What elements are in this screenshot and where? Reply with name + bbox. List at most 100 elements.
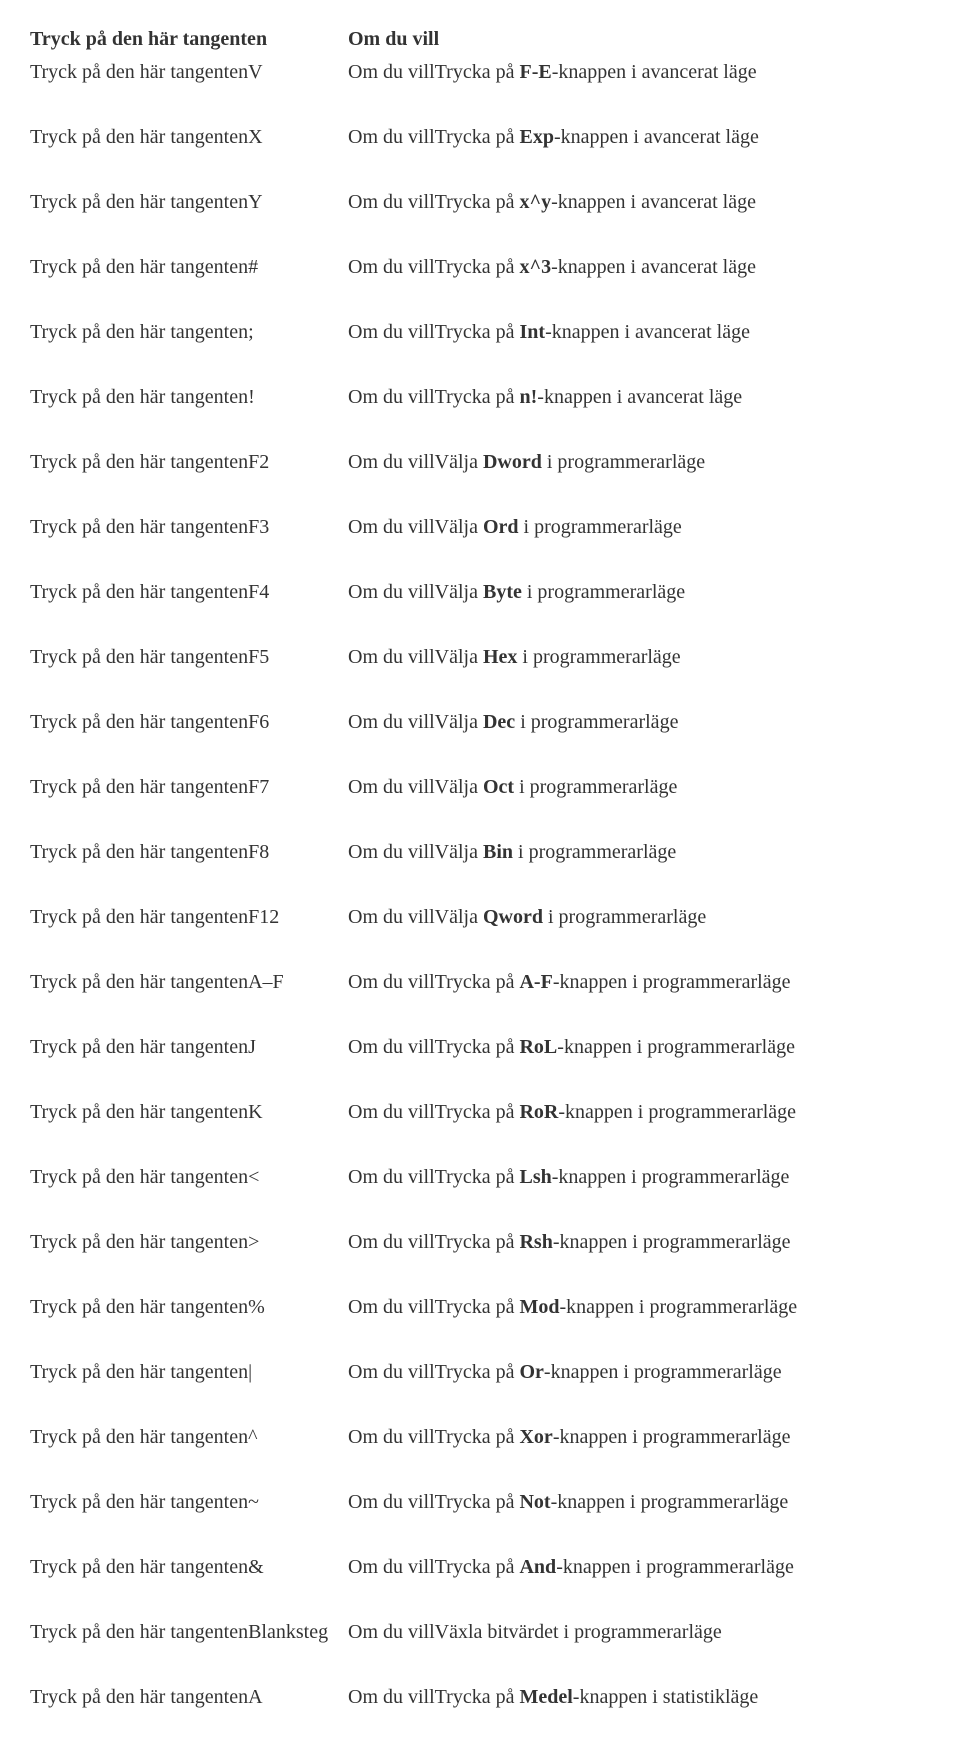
desc-pre: Trycka på xyxy=(435,1361,520,1383)
desc-prefix: Om du vill xyxy=(348,1231,435,1253)
key-suffix: F5 xyxy=(248,646,269,668)
desc-pre: Trycka på xyxy=(435,1036,520,1058)
table-row: Tryck på den här tangenten<Om du villTry… xyxy=(30,1164,960,1229)
table-row: Tryck på den här tangentenA–FOm du villT… xyxy=(30,969,960,1034)
key-prefix: Tryck på den här tangenten xyxy=(30,386,248,408)
desc-bold: n! xyxy=(519,386,537,408)
table-row: Tryck på den här tangenten>Om du villTry… xyxy=(30,1229,960,1294)
desc-prefix: Om du vill xyxy=(348,1036,435,1058)
desc-pre: Välja xyxy=(435,646,483,668)
desc-post: -knappen i avancerat läge xyxy=(537,386,742,408)
table-row: Tryck på den här tangentenF4Om du villVä… xyxy=(30,579,960,644)
desc-post: i programmerarläge xyxy=(514,776,677,798)
desc-post: -knappen i programmerarläge xyxy=(557,1036,795,1058)
key-cell: Tryck på den här tangentenF6 xyxy=(30,709,348,774)
desc-bold: Lsh xyxy=(519,1166,551,1188)
desc-pre: Trycka på xyxy=(435,126,520,148)
key-suffix: Y xyxy=(248,191,262,213)
key-cell: Tryck på den här tangentenF8 xyxy=(30,839,348,904)
key-cell: Tryck på den här tangentenF2 xyxy=(30,449,348,514)
desc-pre: Trycka på xyxy=(435,1491,520,1513)
desc-pre: Trycka på xyxy=(435,1556,520,1578)
desc-prefix: Om du vill xyxy=(348,906,435,928)
key-cell: Tryck på den här tangentenY xyxy=(30,189,348,254)
key-suffix: X xyxy=(248,126,262,148)
desc-bold: RoL xyxy=(519,1036,557,1058)
key-suffix: > xyxy=(248,1231,259,1253)
desc-pre: Välja xyxy=(435,451,483,473)
key-cell: Tryck på den här tangentenF12 xyxy=(30,904,348,969)
desc-prefix: Om du vill xyxy=(348,191,435,213)
key-cell: Tryck på den här tangentenF3 xyxy=(30,514,348,579)
key-suffix: A–F xyxy=(248,971,284,993)
key-cell: Tryck på den här tangentenK xyxy=(30,1099,348,1164)
key-cell: Tryck på den här tangenten| xyxy=(30,1359,348,1424)
desc-prefix: Om du vill xyxy=(348,646,435,668)
header-right: Om du vill xyxy=(348,26,960,59)
desc-cell: Om du villVälja Byte i programmerarläge xyxy=(348,579,960,644)
desc-post: -knappen i statistikläge xyxy=(573,1686,759,1708)
key-suffix: F3 xyxy=(248,516,269,538)
key-prefix: Tryck på den här tangenten xyxy=(30,1491,248,1513)
key-prefix: Tryck på den här tangenten xyxy=(30,1621,248,1643)
desc-post: -knappen i programmerarläge xyxy=(553,1426,791,1448)
desc-prefix: Om du vill xyxy=(348,256,435,278)
desc-bold: Hex xyxy=(483,646,517,668)
desc-pre: Trycka på xyxy=(435,321,520,343)
desc-prefix: Om du vill xyxy=(348,1426,435,1448)
desc-cell: Om du villTrycka på Rsh-knappen i progra… xyxy=(348,1229,960,1294)
desc-post: -knappen i avancerat läge xyxy=(552,61,757,83)
desc-bold: Int xyxy=(519,321,545,343)
desc-cell: Om du villVälja Qword i programmerarläge xyxy=(348,904,960,969)
key-cell: Tryck på den här tangentenA xyxy=(30,1684,348,1711)
desc-pre: Trycka på xyxy=(435,1686,520,1708)
desc-prefix: Om du vill xyxy=(348,711,435,733)
desc-bold: x^y xyxy=(519,191,551,213)
desc-prefix: Om du vill xyxy=(348,1621,435,1643)
key-suffix: F6 xyxy=(248,711,269,733)
desc-post: -knappen i programmerarläge xyxy=(558,1101,796,1123)
key-prefix: Tryck på den här tangenten xyxy=(30,61,248,83)
table-row: Tryck på den här tangenten&Om du villTry… xyxy=(30,1554,960,1619)
key-cell: Tryck på den här tangenten< xyxy=(30,1164,348,1229)
desc-post: -knappen i programmerarläge xyxy=(553,1231,791,1253)
desc-bold: Or xyxy=(519,1361,543,1383)
key-cell: Tryck på den här tangenten! xyxy=(30,384,348,449)
key-prefix: Tryck på den här tangenten xyxy=(30,906,248,928)
key-suffix: F2 xyxy=(248,451,269,473)
desc-cell: Om du villVälja Bin i programmerarläge xyxy=(348,839,960,904)
desc-cell: Om du villTrycka på Exp-knappen i avance… xyxy=(348,124,960,189)
key-prefix: Tryck på den här tangenten xyxy=(30,646,248,668)
desc-prefix: Om du vill xyxy=(348,1101,435,1123)
desc-cell: Om du villTrycka på Int-knappen i avance… xyxy=(348,319,960,384)
table-row: Tryck på den här tangenten~Om du villTry… xyxy=(30,1489,960,1554)
desc-prefix: Om du vill xyxy=(348,971,435,993)
table-row: Tryck på den här tangentenF7Om du villVä… xyxy=(30,774,960,839)
desc-prefix: Om du vill xyxy=(348,1296,435,1318)
desc-cell: Om du villTrycka på RoR-knappen i progra… xyxy=(348,1099,960,1164)
key-cell: Tryck på den här tangenten~ xyxy=(30,1489,348,1554)
key-suffix: % xyxy=(248,1296,265,1318)
desc-pre: Trycka på xyxy=(435,256,520,278)
desc-prefix: Om du vill xyxy=(348,1556,435,1578)
key-prefix: Tryck på den här tangenten xyxy=(30,321,248,343)
key-prefix: Tryck på den här tangenten xyxy=(30,1556,248,1578)
desc-post: i programmerarläge xyxy=(542,451,705,473)
key-cell: Tryck på den här tangentenF4 xyxy=(30,579,348,644)
desc-post: i programmerarläge xyxy=(513,841,676,863)
desc-cell: Om du villTrycka på F-E-knappen i avance… xyxy=(348,59,960,124)
desc-prefix: Om du vill xyxy=(348,1166,435,1188)
key-prefix: Tryck på den här tangenten xyxy=(30,711,248,733)
desc-bold: Medel xyxy=(519,1686,572,1708)
shortcut-table: Tryck på den här tangenten Om du vill Tr… xyxy=(30,26,960,1711)
desc-cell: Om du villVälja Ord i programmerarläge xyxy=(348,514,960,579)
key-cell: Tryck på den här tangenten& xyxy=(30,1554,348,1619)
desc-post: -knappen i programmerarläge xyxy=(556,1556,794,1578)
desc-pre: Välja xyxy=(435,906,483,928)
desc-post: -knappen i programmerarläge xyxy=(553,971,791,993)
desc-pre: Trycka på xyxy=(435,1101,520,1123)
desc-post: -knappen i programmerarläge xyxy=(544,1361,782,1383)
desc-pre: Trycka på xyxy=(435,971,520,993)
desc-cell: Om du villVälja Oct i programmerarläge xyxy=(348,774,960,839)
desc-prefix: Om du vill xyxy=(348,516,435,538)
